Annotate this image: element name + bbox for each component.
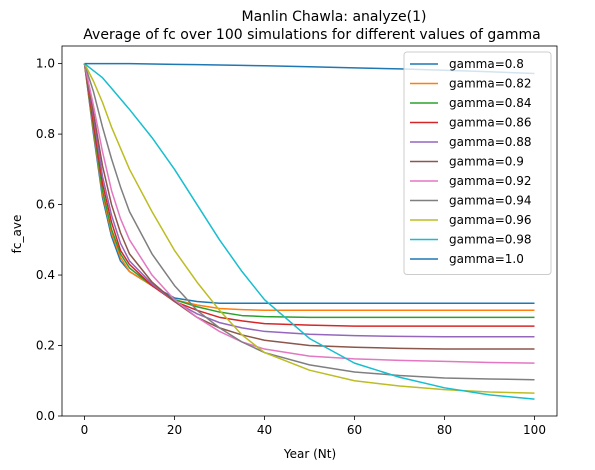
y-tick-label: 0.8 — [36, 127, 55, 141]
plot-frame — [61, 45, 558, 417]
legend-entry-1: gamma=0.82 — [449, 77, 531, 91]
series-line-3 — [83, 63, 535, 327]
series-line-1 — [83, 63, 535, 312]
legend-entry-0: gamma=0.8 — [449, 57, 524, 71]
y-tick-label: 0.2 — [36, 339, 55, 353]
legend-entry-7: gamma=0.94 — [449, 194, 531, 208]
y-tick-label: 0.4 — [36, 268, 55, 282]
x-tick-label: 0 — [81, 423, 89, 437]
legend-entry-6: gamma=0.92 — [449, 174, 531, 188]
series-line-9 — [84, 63, 535, 400]
legend-entry-2: gamma=0.84 — [449, 96, 531, 110]
legend: gamma=0.8 gamma=0.82 gamma=0.84 gamma=0.86 g… — [403, 51, 552, 275]
legend-entry-5: gamma=0.9 — [449, 155, 524, 169]
series-line-6 — [83, 63, 535, 364]
x-tick-label: 80 — [437, 423, 452, 437]
y-tick-label: 1.0 — [36, 57, 55, 71]
series-line-0 — [83, 63, 535, 304]
series-line-2 — [83, 63, 535, 319]
y-axis-ticks: 0.0 0.2 0.4 0.6 0.8 1.0 — [36, 57, 62, 423]
y-axis-label: fc_ave — [10, 215, 24, 254]
x-tick-label: 20 — [167, 423, 182, 437]
x-axis-label: Year (Nt) — [283, 447, 336, 461]
y-tick-label: 0.6 — [36, 198, 55, 212]
legend-entry-10: gamma=1.0 — [449, 252, 524, 266]
legend-box — [403, 51, 552, 275]
x-tick-label: 40 — [257, 423, 272, 437]
chart-subtitle: Average of fc over 100 simulations for d… — [83, 27, 540, 43]
x-axis-ticks: 0 20 40 60 80 100 — [81, 416, 546, 437]
legend-entry-4: gamma=0.88 — [449, 135, 531, 149]
x-tick-label: 60 — [347, 423, 362, 437]
series-line-5 — [83, 63, 535, 350]
legend-entry-3: gamma=0.86 — [449, 116, 531, 130]
x-tick-label: 100 — [523, 423, 546, 437]
series-line-8 — [83, 63, 535, 394]
legend-entry-9: gamma=0.98 — [449, 233, 531, 247]
series-line-7 — [83, 63, 535, 381]
y-tick-label: 0.0 — [36, 409, 55, 423]
chart-title: Manlin Chawla: analyze(1) — [242, 9, 427, 25]
legend-entry-8: gamma=0.96 — [449, 213, 531, 227]
